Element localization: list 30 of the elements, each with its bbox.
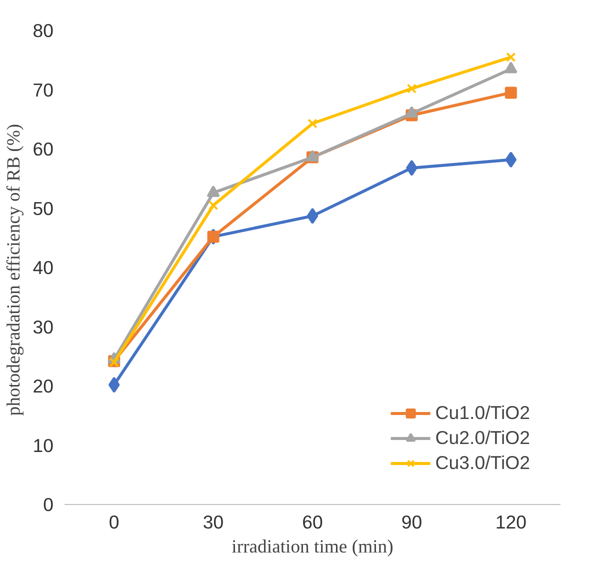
y-tick-label: 30 (32, 316, 54, 338)
x-axis-title: irradiation time (min) (232, 536, 394, 558)
x-tick-label: 30 (202, 512, 224, 532)
legend-label: Cu1.0/TiO2 (435, 402, 530, 424)
point (306, 208, 318, 224)
point (308, 118, 318, 128)
y-tick-label: 80 (32, 20, 54, 41)
legend-label: Cu3.0/TiO2 (435, 452, 530, 474)
point (405, 106, 418, 118)
point (208, 200, 218, 210)
point (206, 185, 220, 198)
y-tick-label: 60 (32, 138, 54, 160)
x-tick-label: 0 (108, 512, 120, 532)
y-tick-label: 40 (32, 257, 54, 278)
y-tick-label: 20 (32, 376, 54, 396)
y-tick-label: 50 (32, 198, 54, 219)
x-tick-label: 90 (401, 512, 422, 532)
x-tick-label: 60 (302, 512, 323, 532)
point (506, 52, 516, 62)
legend-label: Cu2.0/TiO2 (435, 427, 530, 449)
point (108, 376, 120, 393)
y-tick-label: 0 (43, 494, 54, 515)
point (406, 84, 417, 94)
point (504, 62, 518, 74)
x-tick-label: 120 (495, 512, 526, 532)
y-tick-label: 70 (32, 79, 54, 100)
point (504, 86, 517, 99)
y-axis-title: photodegradation efficiency of RB (%) (4, 124, 25, 416)
point (505, 152, 517, 168)
y-tick-label: 10 (32, 434, 54, 456)
